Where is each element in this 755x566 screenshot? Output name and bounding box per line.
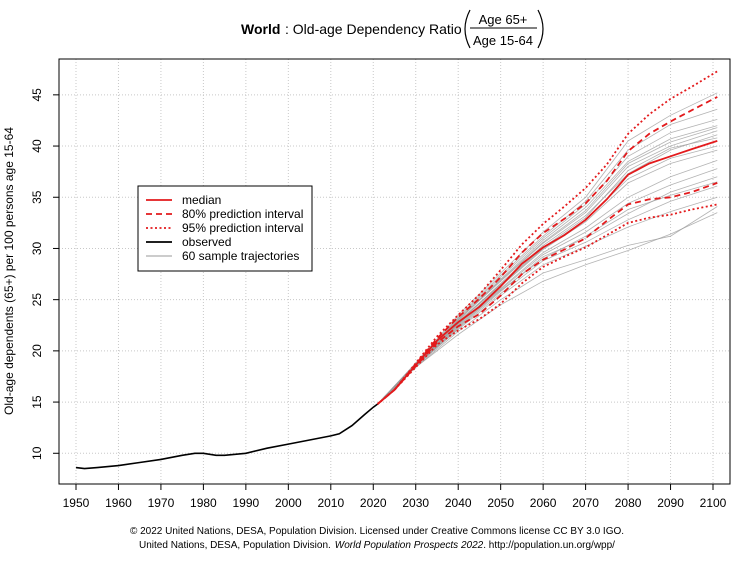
footer-copyright: © 2022 United Nations, DESA, Population …	[130, 526, 624, 537]
title-text: : Old-age Dependency Ratio	[285, 21, 462, 37]
x-tick-label: 2080	[615, 496, 642, 510]
grid	[59, 59, 730, 484]
title-right-paren	[537, 9, 544, 49]
footer-source-title: World Population Prospects 2022	[335, 540, 484, 551]
series-line-95-prediction-interval	[376, 203, 718, 405]
sample-trajectory-line	[377, 137, 718, 405]
footer-source-org: United Nations, DESA, Population Divisio…	[139, 540, 331, 551]
x-tick-label: 2040	[445, 496, 472, 510]
y-tick-label: 40	[30, 139, 44, 153]
y-tick-label: 35	[30, 190, 44, 204]
plot-frame	[58, 58, 731, 485]
title-denominator: Age 15-64	[473, 33, 533, 48]
y-tick-label: 10	[30, 446, 44, 460]
footer-source: United Nations, DESA, Population Divisio…	[139, 540, 615, 551]
legend-label: observed	[182, 235, 231, 249]
y-tick-label: 25	[30, 293, 44, 307]
legend-label: 60 sample trajectories	[182, 249, 299, 263]
title-numerator: Age 65+	[479, 12, 528, 27]
x-tick-label: 2090	[657, 496, 684, 510]
x-tick-label: 2100	[700, 496, 727, 510]
x-tick-label: 1950	[63, 496, 90, 510]
x-axis: 1950 1960 1970 1980 1990 2000 2010 2020 2030 2040…	[63, 484, 727, 510]
series-line-80-prediction-interval	[376, 182, 718, 405]
legend-label: 95% prediction interval	[182, 221, 303, 235]
title-bold: World	[241, 21, 280, 37]
series-lines	[75, 70, 718, 470]
x-tick-label: 1980	[190, 496, 217, 510]
sample-trajectory-line	[377, 176, 718, 405]
sample-trajectory-line	[377, 145, 718, 405]
sample-trajectory-line	[377, 168, 718, 405]
x-tick-label: 2020	[360, 496, 387, 510]
x-tick-label: 2010	[317, 496, 344, 510]
x-tick-label: 2050	[487, 496, 514, 510]
sample-trajectory-line	[377, 127, 718, 405]
chart-title: World : Old-age Dependency Ratio Age 65+…	[241, 9, 544, 49]
sample-trajectory-line	[377, 119, 718, 405]
x-tick-label: 1970	[148, 496, 175, 510]
y-tick-label: 15	[30, 395, 44, 409]
sample-trajectory-line	[377, 212, 718, 405]
sample-trajectory-line	[377, 130, 718, 405]
title-left-paren	[464, 9, 471, 49]
sample-trajectory-line	[377, 134, 718, 405]
x-tick-label: 1960	[105, 496, 132, 510]
sample-trajectory-line	[377, 185, 718, 405]
y-axis-label: Old-age dependents (65+) per 100 persons…	[2, 127, 16, 415]
footer-source-url: . http://population.un.org/wpp/	[483, 540, 615, 551]
legend-label: median	[182, 193, 221, 207]
x-tick-label: 2030	[402, 496, 429, 510]
sample-trajectory-line	[377, 92, 718, 405]
x-tick-label: 1990	[233, 496, 260, 510]
y-tick-label: 45	[30, 88, 44, 102]
x-tick-label: 2070	[572, 496, 599, 510]
x-tick-label: 2000	[275, 496, 302, 510]
x-tick-label: 2060	[530, 496, 557, 510]
y-tick-label: 30	[30, 241, 44, 255]
series-line-observed	[75, 403, 378, 470]
y-axis: 10 15 20 25 30 35 40 45	[30, 88, 59, 460]
series-line-80-prediction-interval	[376, 96, 718, 405]
sample-trajectory-line	[377, 149, 718, 405]
legend-label: 80% prediction interval	[182, 207, 303, 221]
y-tick-label: 20	[30, 344, 44, 358]
series-line-median	[376, 140, 718, 405]
